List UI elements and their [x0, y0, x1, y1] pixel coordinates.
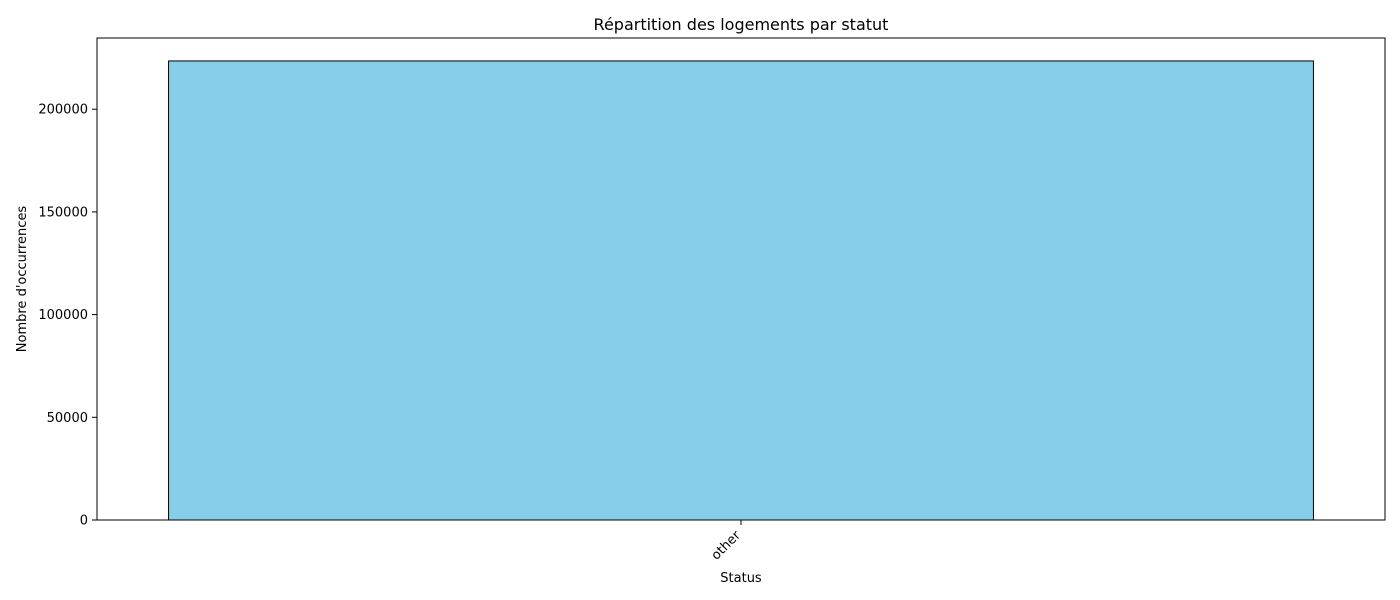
chart-title: Répartition des logements par statut — [594, 15, 889, 34]
y-tick-label: 150000 — [38, 205, 88, 220]
bars — [168, 60, 1314, 521]
y-axis-label: Nombre d'occurrences — [15, 206, 30, 353]
bar-other — [168, 60, 1314, 521]
x-tick-label: other — [709, 528, 745, 564]
y-tick-label: 50000 — [47, 411, 88, 426]
y-tick-label: 0 — [80, 514, 88, 529]
x-axis-label: Status — [720, 571, 762, 586]
y-tick-label: 200000 — [38, 103, 88, 118]
x-axis-ticks: other — [709, 520, 745, 564]
y-axis-ticks: 0 50000 100000 150000 200000 — [38, 103, 97, 529]
y-tick-label: 100000 — [38, 308, 88, 323]
